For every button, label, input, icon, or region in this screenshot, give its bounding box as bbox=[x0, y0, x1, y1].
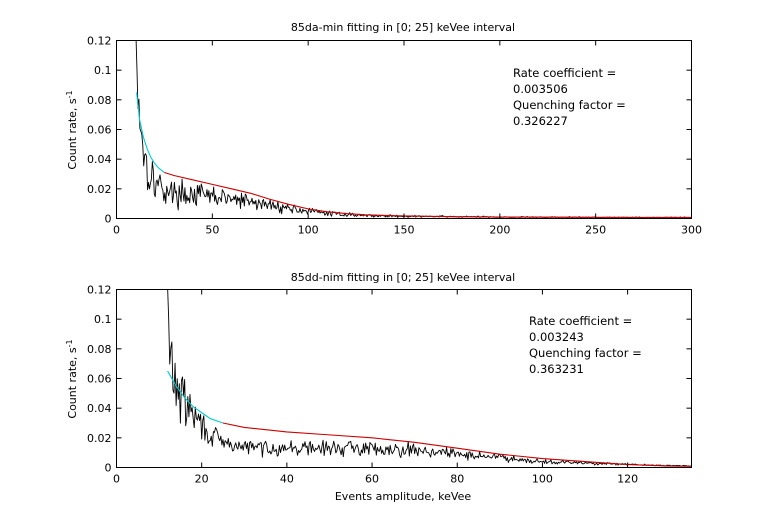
chart-bottom-ylabel-sup: -1 bbox=[65, 339, 74, 347]
chart-top-xtick-label-50: 50 bbox=[205, 224, 219, 237]
chart-top-annotation-line-2: 0.003506 bbox=[513, 82, 568, 96]
chart-bottom-ylabel: Count rate, s-1 bbox=[65, 339, 80, 418]
chart-top-ytick-label-0: 0 bbox=[105, 213, 112, 226]
chart-top-ylabel-text: Count rate, s bbox=[66, 98, 79, 170]
chart-top-ytick-label-0.06: 0.06 bbox=[87, 124, 112, 137]
chart-top-axes: 0 50 100 150 200 250 300 0 0.02 0.04 0.06 0.08 0.1 0.… bbox=[87, 35, 702, 237]
chart-top-annotation-line-3: Quenching factor = bbox=[513, 98, 626, 112]
chart-top-annotation: Rate coefficient = 0.003506 Quenching fa… bbox=[513, 66, 626, 128]
chart-bottom-ytick-label-0.1: 0.1 bbox=[94, 313, 112, 326]
chart-bottom-axes: 0 20 40 60 80 100 120 0 0.02 0.04 0.06 0.08 0.1 0.12 bbox=[87, 284, 692, 486]
chart-bottom-xtick-label-100: 100 bbox=[532, 473, 553, 486]
chart-bottom-ytick-label-0.04: 0.04 bbox=[87, 402, 112, 415]
chart-top-xtick-label-0: 0 bbox=[113, 224, 120, 237]
chart-top-xtick-label-300: 300 bbox=[681, 224, 702, 237]
chart-top-annotation-line-1: Rate coefficient = bbox=[513, 66, 616, 80]
chart-top-series-layer bbox=[135, 40, 692, 219]
chart-top-annotation-line-4: 0.326227 bbox=[513, 114, 568, 128]
chart-bottom-series-2 bbox=[167, 370, 224, 424]
chart-top-ylabel-sup: -1 bbox=[65, 90, 74, 98]
chart-bottom-ytick-label-0.12: 0.12 bbox=[87, 284, 112, 297]
chart-bottom-xtick-label-80: 80 bbox=[450, 473, 464, 486]
chart-top-series-2 bbox=[136, 92, 165, 173]
chart-top-ytick-label-0.12: 0.12 bbox=[87, 35, 112, 48]
chart-bottom-annotation: Rate coefficient = 0.003243 Quenching fa… bbox=[529, 314, 642, 376]
chart-top-ytick-label-0.04: 0.04 bbox=[87, 153, 112, 166]
chart-top-xtick-label-250: 250 bbox=[585, 224, 606, 237]
chart-bottom-annotation-line-1: Rate coefficient = bbox=[529, 314, 632, 328]
chart-bottom-ytick-label-0.08: 0.08 bbox=[87, 343, 112, 356]
chart-top-title: 85da-min fitting in [0; 25] keVee interv… bbox=[291, 21, 515, 34]
chart-bottom-xtick-label-0: 0 bbox=[113, 473, 120, 486]
chart-bottom-xtick-label-120: 120 bbox=[617, 473, 638, 486]
chart-bottom-series-1 bbox=[167, 289, 692, 467]
chart-bottom-ytick-label-0: 0 bbox=[105, 462, 112, 475]
chart-bottom-annotation-line-3: Quenching factor = bbox=[529, 346, 642, 360]
chart-bottom-ylabel-text: Count rate, s bbox=[66, 347, 79, 419]
chart-bottom-xtick-label-40: 40 bbox=[280, 473, 294, 486]
chart-bottom-xlabel: Events amplitude, keVee bbox=[335, 490, 472, 503]
chart-bottom-ytick-label-0.02: 0.02 bbox=[87, 432, 112, 445]
chart-top-ytick-label-0.02: 0.02 bbox=[87, 183, 112, 196]
chart-top-ylabel: Count rate, s-1 bbox=[65, 90, 80, 169]
chart-top-series-3 bbox=[164, 171, 692, 219]
chart-top-xtick-label-200: 200 bbox=[489, 224, 510, 237]
chart-bottom-annotation-line-2: 0.003243 bbox=[529, 330, 584, 344]
chart-top: 85da-min fitting in [0; 25] keVee interv… bbox=[65, 21, 703, 237]
chart-bottom-annotation-line-4: 0.363231 bbox=[529, 362, 584, 376]
chart-bottom: 85dd-nim fitting in [0; 25] keVee interv… bbox=[65, 271, 692, 503]
chart-bottom-xtick-label-20: 20 bbox=[195, 473, 209, 486]
chart-top-ytick-label-0.1: 0.1 bbox=[94, 64, 112, 77]
chart-bottom-title: 85dd-nim fitting in [0; 25] keVee interv… bbox=[291, 271, 515, 284]
chart-top-xtick-label-100: 100 bbox=[298, 224, 319, 237]
chart-bottom-xtick-label-60: 60 bbox=[365, 473, 379, 486]
chart-top-ytick-label-0.08: 0.08 bbox=[87, 94, 112, 107]
chart-top-xtick-label-150: 150 bbox=[394, 224, 415, 237]
chart-bottom-ytick-label-0.06: 0.06 bbox=[87, 373, 112, 386]
